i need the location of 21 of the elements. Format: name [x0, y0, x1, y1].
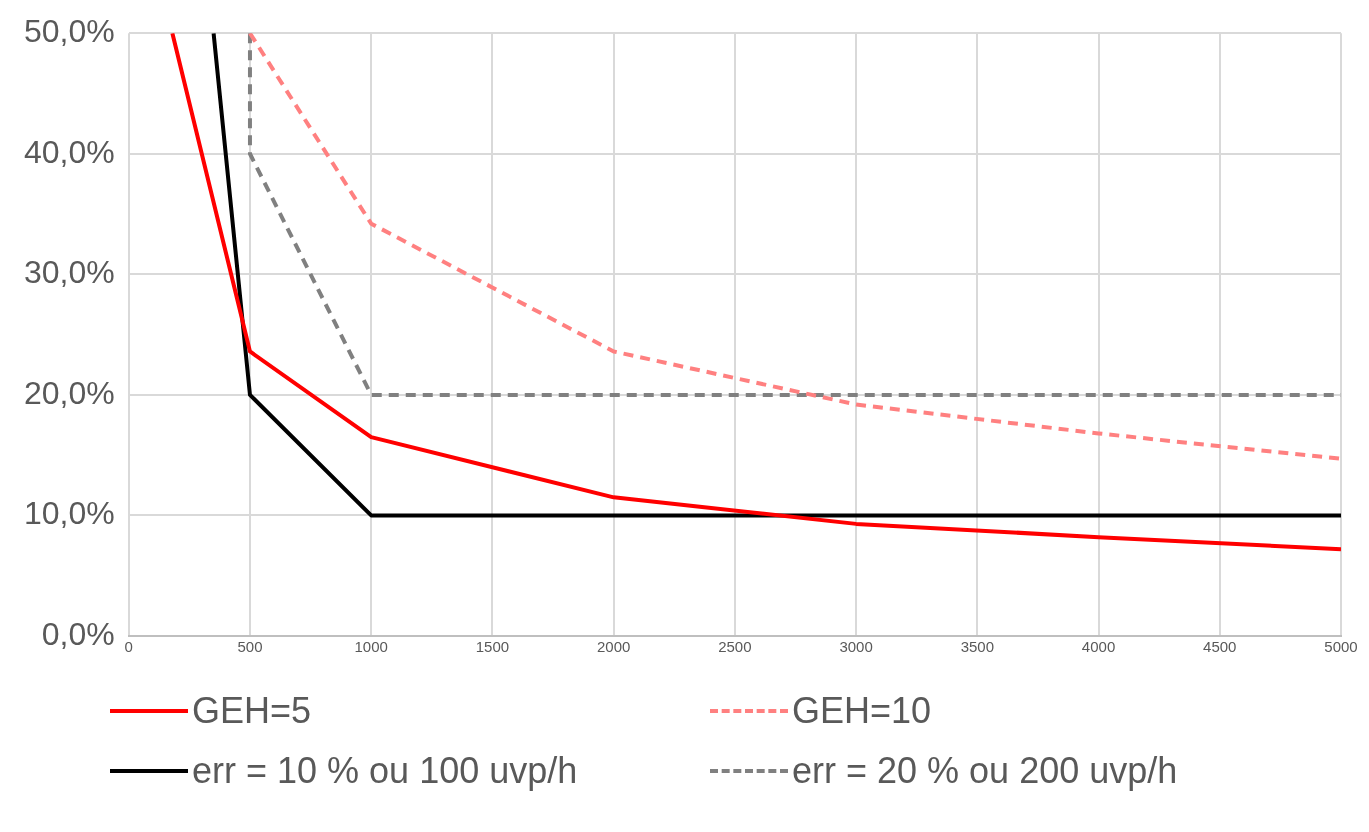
legend-label: GEH=5 [192, 690, 312, 732]
x-tick-label: 2000 [596, 638, 631, 656]
legend-label: err = 10 % ou 100 uvp/h [192, 750, 578, 792]
x-tick-label: 4500 [1203, 638, 1237, 656]
x-tick-label: 1500 [475, 638, 510, 656]
x-tick-label: 0 [124, 638, 133, 656]
legend-label: err = 20 % ou 200 uvp/h [792, 750, 1178, 792]
y-tick-label: 50,0% [24, 13, 115, 50]
y-tick-label: 10,0% [24, 495, 115, 532]
x-tick-label: 1000 [354, 638, 388, 656]
x-tick-label: 4000 [1081, 638, 1116, 656]
y-tick-label: 20,0% [24, 374, 115, 411]
x-tick-label: 3500 [960, 638, 995, 656]
x-tick-label: 5000 [1324, 638, 1358, 656]
x-tick-label: 2500 [718, 638, 752, 656]
y-tick-label: 40,0% [24, 133, 115, 170]
y-tick-label: 0,0% [41, 615, 115, 652]
legend-label: GEH=10 [792, 690, 932, 732]
x-tick-label: 500 [237, 638, 263, 656]
y-tick-label: 30,0% [24, 254, 115, 291]
x-tick-label: 3000 [839, 638, 873, 656]
